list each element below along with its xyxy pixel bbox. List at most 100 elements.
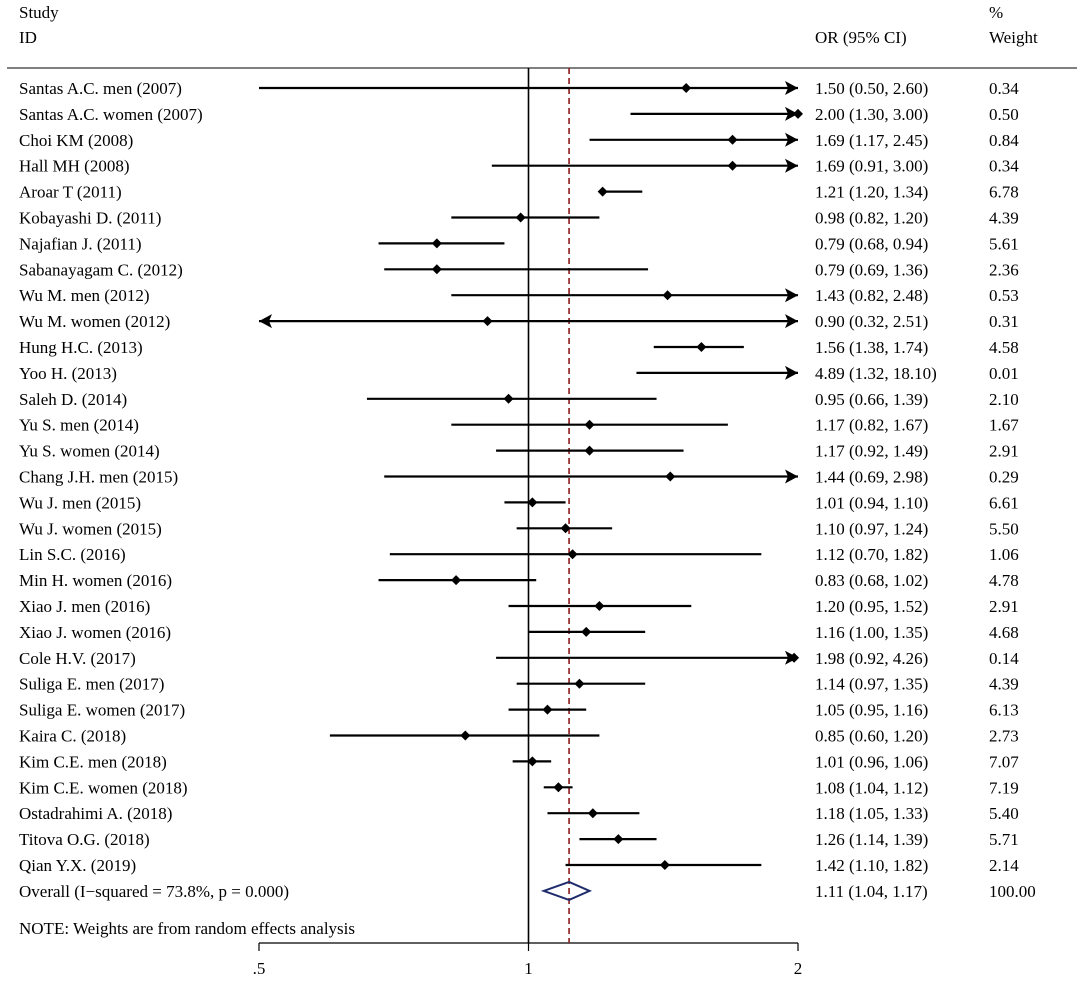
study-row: Yu S. men (2014) 1.17 (0.82, 1.67) 1.67	[19, 416, 1019, 435]
point-estimate-marker	[789, 652, 800, 663]
ci-right-arrow	[785, 132, 798, 147]
study-label: Hung H.C. (2013)	[19, 338, 143, 357]
point-estimate-marker	[515, 212, 526, 223]
study-ci-text: 1.69 (0.91, 3.00)	[815, 157, 928, 176]
study-row: Wu M. women (2012) 0.90 (0.32, 2.51) 0.31	[19, 312, 1019, 331]
study-ci-text: 0.79 (0.68, 0.94)	[815, 234, 928, 253]
study-weight: 0.29	[989, 468, 1019, 487]
study-row: Kim C.E. men (2018) 1.01 (0.96, 1.06) 7.07	[19, 752, 1019, 771]
point-estimate-marker	[696, 342, 707, 352]
point-estimate-marker	[431, 238, 442, 249]
overall-label: Overall (I−squared = 73.8%, p = 0.000)	[19, 882, 289, 901]
study-weight: 0.31	[989, 312, 1019, 331]
study-label: Wu M. men (2012)	[19, 286, 150, 305]
point-estimate-marker	[727, 134, 738, 145]
point-estimate-marker	[553, 782, 564, 793]
study-row: Titova O.G. (2018) 1.26 (1.14, 1.39) 5.71	[19, 830, 1019, 849]
study-row: Kobayashi D. (2011) 0.98 (0.82, 1.20) 4.39	[19, 209, 1019, 228]
study-row: Saleh D. (2014) 0.95 (0.66, 1.39) 2.10	[19, 390, 1019, 409]
point-estimate-marker	[542, 704, 553, 715]
point-estimate-marker	[584, 419, 595, 430]
point-estimate-marker	[581, 626, 592, 637]
overall-weight: 100.00	[989, 882, 1036, 901]
ci-right-arrow	[785, 365, 798, 380]
study-row: Hung H.C. (2013) 1.56 (1.38, 1.74) 4.58	[19, 338, 1019, 357]
study-row: Choi KM (2008) 1.69 (1.17, 2.45) 0.84	[19, 131, 1019, 150]
study-weight: 2.14	[989, 856, 1019, 875]
study-weight: 4.58	[989, 338, 1019, 357]
study-row: Qian Y.X. (2019) 1.42 (1.10, 1.82) 2.14	[19, 856, 1019, 875]
study-ci-text: 1.14 (0.97, 1.35)	[815, 675, 928, 694]
study-label: Santas A.C. men (2007)	[19, 79, 182, 98]
study-label: Wu J. men (2015)	[19, 493, 141, 512]
study-row: Suliga E. women (2017) 1.05 (0.95, 1.16) 6…	[19, 701, 1019, 720]
study-weight: 2.36	[989, 260, 1019, 279]
study-ci-text: 0.79 (0.69, 1.36)	[815, 260, 928, 279]
study-label: Sabanayagam C. (2012)	[19, 260, 183, 279]
point-estimate-marker	[659, 860, 670, 870]
study-row: Santas A.C. men (2007) 1.50 (0.50, 2.60) 0…	[19, 79, 1019, 98]
study-row: Xiao J. men (2016) 1.20 (0.95, 1.52) 2.91	[19, 597, 1019, 616]
study-label: Xiao J. men (2016)	[19, 597, 150, 616]
study-label: Qian Y.X. (2019)	[19, 856, 136, 875]
study-weight: 4.78	[989, 571, 1019, 590]
study-ci-text: 0.98 (0.82, 1.20)	[815, 209, 928, 228]
point-estimate-marker	[567, 549, 578, 560]
study-weight: 2.10	[989, 390, 1019, 409]
study-weight: 5.61	[989, 234, 1019, 253]
header-or-ci: OR (95% CI)	[815, 28, 907, 47]
study-weight: 6.78	[989, 183, 1019, 202]
study-ci-text: 1.56 (1.38, 1.74)	[815, 338, 928, 357]
point-estimate-marker	[597, 186, 608, 197]
header-id: ID	[19, 28, 37, 47]
study-ci-text: 1.10 (0.97, 1.24)	[815, 519, 928, 538]
study-ci-text: 1.16 (1.00, 1.35)	[815, 623, 928, 642]
study-ci-text: 1.43 (0.82, 2.48)	[815, 286, 928, 305]
study-row: Aroar T (2011) 1.21 (1.20, 1.34) 6.78	[19, 183, 1019, 202]
point-estimate-marker	[560, 523, 571, 534]
study-weight: 0.84	[989, 131, 1019, 150]
study-weight: 4.39	[989, 209, 1019, 228]
study-weight: 5.71	[989, 830, 1019, 849]
study-row: Santas A.C. women (2007) 2.00 (1.30, 3.00…	[19, 105, 1019, 124]
study-row: Najafian J. (2011) 0.79 (0.68, 0.94) 5.61	[19, 234, 1019, 253]
study-row: Chang J.H. men (2015) 1.44 (0.69, 2.98) 0.…	[19, 468, 1019, 487]
study-label: Titova O.G. (2018)	[19, 830, 150, 849]
study-ci-text: 1.12 (0.70, 1.82)	[815, 545, 928, 564]
header-weight-percent: %	[989, 3, 1003, 22]
study-ci-text: 1.01 (0.94, 1.10)	[815, 493, 928, 512]
study-label: Choi KM (2008)	[19, 131, 133, 150]
study-label: Lin S.C. (2016)	[19, 545, 126, 564]
study-weight: 2.91	[989, 597, 1019, 616]
study-ci-text: 1.26 (1.14, 1.39)	[815, 830, 928, 849]
study-row: Wu J. women (2015) 1.10 (0.97, 1.24) 5.50	[19, 519, 1019, 538]
study-ci-text: 1.01 (0.96, 1.06)	[815, 752, 928, 771]
point-estimate-marker	[587, 808, 598, 819]
study-weight: 0.01	[989, 364, 1019, 383]
point-estimate-marker	[460, 730, 471, 741]
study-weight: 7.19	[989, 778, 1019, 797]
x-tick-label: 2	[794, 959, 803, 978]
footnote: NOTE: Weights are from random effects an…	[19, 919, 355, 938]
ci-right-arrow	[785, 288, 798, 303]
point-estimate-marker	[482, 316, 493, 327]
study-weight: 2.91	[989, 442, 1019, 461]
study-weight: 0.53	[989, 286, 1019, 305]
study-ci-text: 1.20 (0.95, 1.52)	[815, 597, 928, 616]
ci-right-arrow	[785, 106, 798, 121]
study-ci-text: 0.85 (0.60, 1.20)	[815, 727, 928, 746]
study-ci-text: 1.98 (0.92, 4.26)	[815, 649, 928, 668]
study-label: Yu S. men (2014)	[19, 416, 139, 435]
study-label: Aroar T (2011)	[19, 183, 122, 202]
study-ci-text: 1.44 (0.69, 2.98)	[815, 468, 928, 487]
study-ci-text: 1.42 (1.10, 1.82)	[815, 856, 928, 875]
study-weight: 1.06	[989, 545, 1019, 564]
point-estimate-marker	[451, 575, 462, 586]
study-label: Wu M. women (2012)	[19, 312, 170, 331]
study-row: Hall MH (2008) 1.69 (0.91, 3.00) 0.34	[19, 157, 1019, 176]
ci-right-arrow	[785, 314, 798, 329]
study-weight: 2.73	[989, 727, 1019, 746]
study-ci-text: 0.90 (0.32, 2.51)	[815, 312, 928, 331]
study-row: Wu M. men (2012) 1.43 (0.82, 2.48) 0.53	[19, 286, 1019, 305]
